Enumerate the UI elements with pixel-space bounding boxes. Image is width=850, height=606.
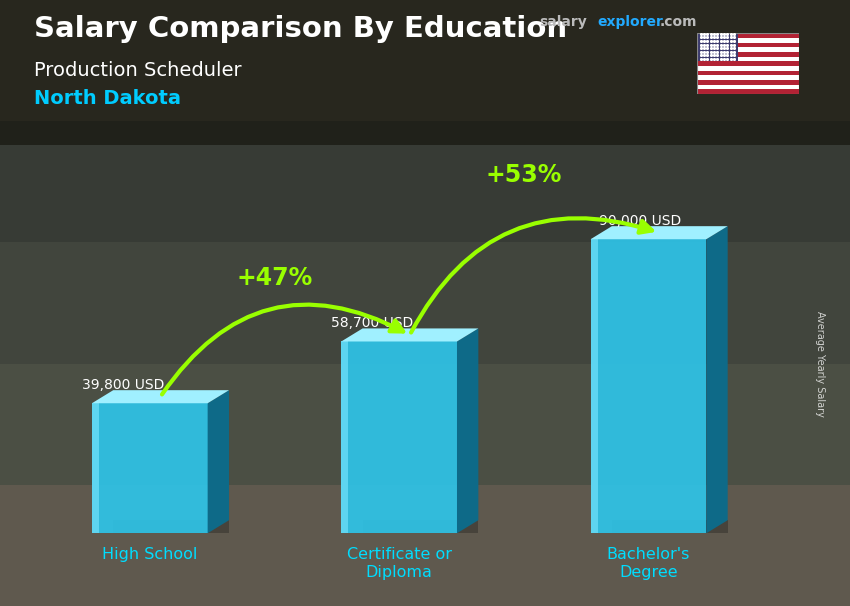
Text: Production Scheduler: Production Scheduler bbox=[34, 61, 241, 79]
Polygon shape bbox=[591, 226, 728, 239]
Bar bbox=[697, 66, 799, 71]
Polygon shape bbox=[363, 520, 479, 533]
Polygon shape bbox=[92, 403, 207, 533]
Text: +47%: +47% bbox=[236, 265, 313, 290]
Text: North Dakota: North Dakota bbox=[34, 89, 181, 108]
Polygon shape bbox=[591, 239, 598, 533]
Bar bbox=[697, 52, 799, 56]
Text: 90,000 USD: 90,000 USD bbox=[598, 214, 681, 228]
FancyArrowPatch shape bbox=[411, 218, 652, 333]
Bar bbox=[697, 61, 799, 66]
Polygon shape bbox=[341, 342, 348, 533]
Polygon shape bbox=[113, 520, 229, 533]
Bar bbox=[697, 75, 799, 80]
Polygon shape bbox=[457, 328, 479, 533]
Bar bbox=[697, 33, 799, 38]
Text: .com: .com bbox=[660, 15, 697, 29]
Polygon shape bbox=[706, 226, 728, 533]
Bar bbox=[697, 42, 799, 47]
Polygon shape bbox=[341, 328, 479, 342]
Bar bbox=[697, 47, 799, 52]
Polygon shape bbox=[92, 390, 229, 403]
Polygon shape bbox=[612, 520, 728, 533]
Text: salary: salary bbox=[540, 15, 587, 29]
Text: 39,800 USD: 39,800 USD bbox=[82, 378, 164, 392]
Polygon shape bbox=[207, 390, 229, 533]
Text: 58,700 USD: 58,700 USD bbox=[332, 316, 414, 330]
Text: Average Yearly Salary: Average Yearly Salary bbox=[815, 311, 825, 416]
Polygon shape bbox=[92, 403, 99, 533]
Bar bbox=[697, 71, 799, 75]
Text: Salary Comparison By Education: Salary Comparison By Education bbox=[34, 15, 567, 43]
Polygon shape bbox=[341, 342, 457, 533]
Bar bbox=[697, 80, 799, 85]
Polygon shape bbox=[591, 239, 706, 533]
Text: +53%: +53% bbox=[485, 164, 562, 187]
Bar bbox=[697, 33, 738, 61]
Bar bbox=[697, 85, 799, 89]
Bar bbox=[697, 56, 799, 61]
Text: explorer: explorer bbox=[598, 15, 663, 29]
FancyArrowPatch shape bbox=[162, 305, 403, 395]
Bar bbox=[697, 38, 799, 42]
Bar bbox=[697, 89, 799, 94]
